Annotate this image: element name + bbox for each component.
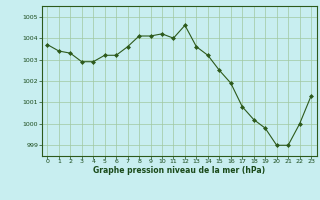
X-axis label: Graphe pression niveau de la mer (hPa): Graphe pression niveau de la mer (hPa) (93, 166, 265, 175)
